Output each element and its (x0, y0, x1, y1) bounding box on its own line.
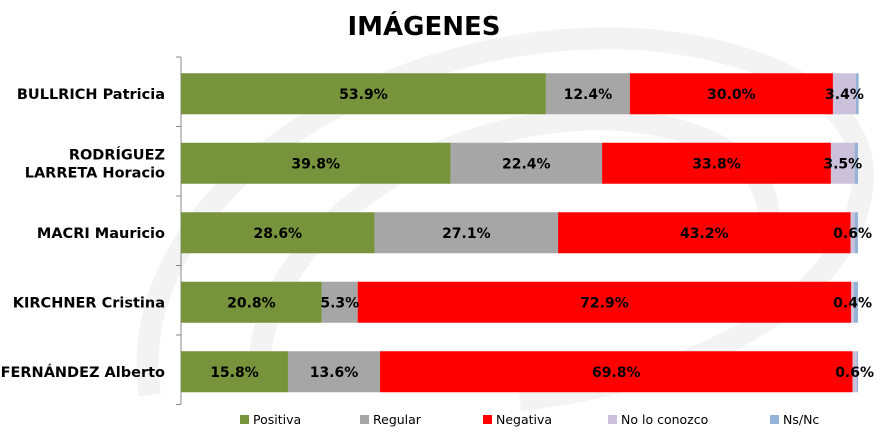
bar-segment-ns-nc (855, 73, 859, 115)
bar-segment-no-lo-conozco (851, 281, 854, 323)
data-label: 33.8% (692, 156, 741, 172)
bar-segment-positiva (181, 351, 288, 393)
data-label: 0.6% (835, 365, 874, 381)
data-label: 53.9% (339, 87, 388, 103)
legend-label-negativa: Negativa (496, 412, 552, 427)
bar-segment-regular (287, 351, 381, 393)
data-label: 69.8% (592, 365, 641, 381)
bar-segment-regular (545, 73, 630, 115)
bar-segment-no-lo-conozco (850, 212, 855, 254)
bar-segment-no-lo-conozco (830, 142, 855, 184)
legend-label-no-lo-conozco: No lo conozco (621, 412, 708, 427)
bar-segment-positiva (181, 212, 375, 254)
bar-segment-negativa (380, 351, 853, 393)
data-label: 43.2% (680, 226, 729, 242)
data-label: 5.3% (320, 295, 359, 311)
data-label: 0.6% (833, 226, 872, 242)
data-label: 72.9% (580, 295, 629, 311)
legend-label-ns-nc: Ns/Nc (783, 412, 819, 427)
data-label: 13.6% (310, 365, 359, 381)
bar-segment-no-lo-conozco (852, 351, 857, 393)
data-label: 0.4% (833, 295, 872, 311)
bar-segment-ns-nc (853, 281, 858, 323)
data-label: 3.4% (825, 87, 864, 103)
data-label: 20.8% (227, 295, 276, 311)
category-label: FERNÁNDEZ Alberto (1, 364, 165, 381)
legend-swatch-no-lo-conozco (608, 415, 617, 424)
legend-swatch-ns-nc (770, 415, 779, 424)
category-label: RODRÍGUEZ LARRETA Horacio (25, 146, 165, 181)
data-label: 22.4% (502, 156, 551, 172)
bar-segment-no-lo-conozco (832, 73, 856, 115)
background-watermark-inner (248, 108, 780, 381)
data-label: 28.6% (254, 226, 303, 242)
legend-swatch-positiva (240, 415, 249, 424)
bar-segment-ns-nc (856, 351, 858, 393)
bar-segment-positiva (181, 142, 451, 184)
bar-segment-positiva (181, 73, 546, 115)
data-label: 12.4% (564, 87, 613, 103)
bar-segment-negativa (629, 73, 833, 115)
bar-segment-regular (321, 281, 358, 323)
category-label: BULLRICH Patricia (17, 87, 165, 103)
data-label: 3.5% (823, 156, 862, 172)
category-label: KIRCHNER Cristina (13, 295, 165, 311)
legend-label-positiva: Positiva (253, 412, 301, 427)
bar-segment-regular (450, 142, 603, 184)
legend-swatch-regular (360, 415, 369, 424)
category-label: MACRI Mauricio (37, 226, 165, 242)
legend-swatch-negativa (483, 415, 492, 424)
chart-title: IMÁGENES (347, 10, 500, 42)
bar-segment-positiva (181, 281, 322, 323)
legend-label-regular: Regular (373, 412, 422, 427)
bar-segment-negativa (602, 142, 831, 184)
bar-segment-ns-nc (854, 142, 858, 184)
bar-segment-regular (374, 212, 559, 254)
bar-segment-ns-nc (854, 212, 858, 254)
bar-segment-negativa (357, 281, 852, 323)
data-label: 15.8% (210, 365, 259, 381)
data-label: 39.8% (291, 156, 340, 172)
data-label: 27.1% (442, 226, 491, 242)
bar-segment-negativa (558, 212, 851, 254)
data-label: 30.0% (707, 87, 756, 103)
